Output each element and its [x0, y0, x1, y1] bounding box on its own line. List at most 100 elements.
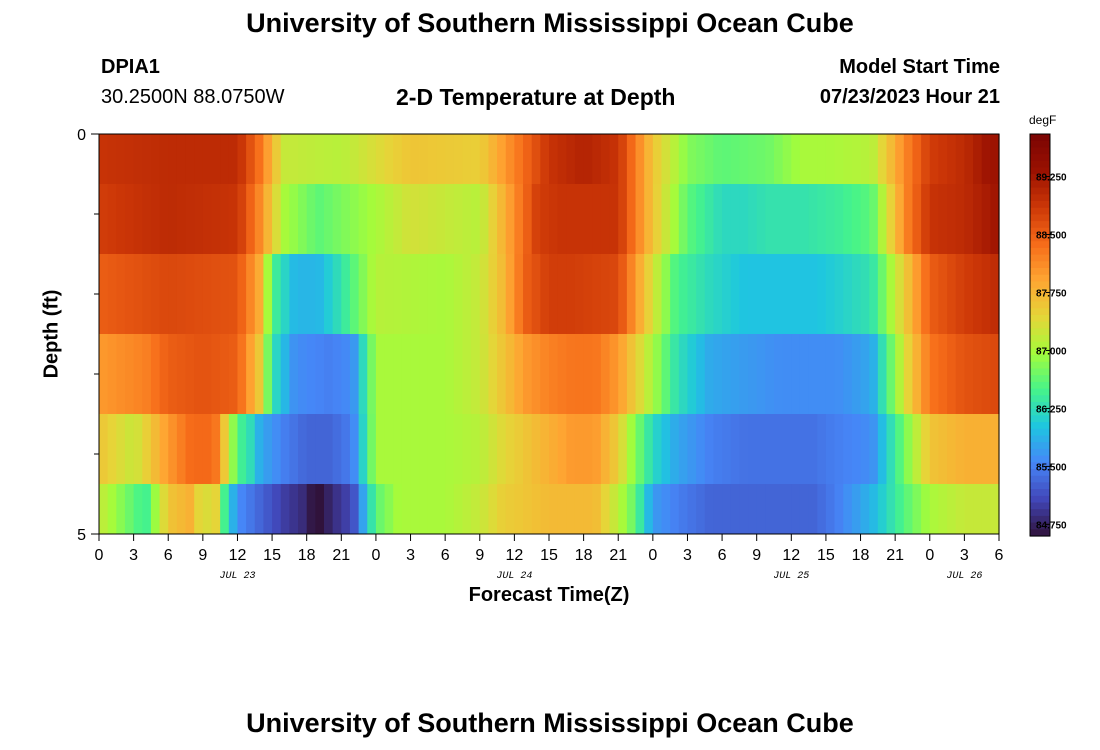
colorbar-segment — [1030, 160, 1050, 169]
heatmap-cell — [877, 484, 888, 534]
heatmap-cell — [834, 134, 844, 184]
heatmap-cell — [626, 254, 637, 334]
heatmap-cell — [419, 484, 429, 534]
heatmap-cell — [263, 134, 273, 184]
heatmap-cell — [462, 334, 472, 414]
heatmap-cell — [315, 334, 325, 414]
colorbar-segment — [1030, 314, 1050, 323]
heatmap-cell — [531, 484, 541, 534]
colorbar-segment — [1030, 134, 1050, 142]
heatmap-cell — [557, 134, 567, 184]
heatmap-cell — [349, 184, 360, 254]
colorbar-segment — [1030, 221, 1050, 229]
heatmap-cell — [410, 484, 420, 534]
colorbar-segment — [1030, 462, 1050, 470]
heatmap-cell — [176, 334, 187, 414]
heatmap-cell — [687, 484, 697, 534]
colorbar-segment — [1030, 341, 1050, 349]
colorbar-segment — [1030, 335, 1050, 343]
x-tick-label: 6 — [164, 547, 173, 564]
heatmap-cell — [150, 414, 161, 484]
colorbar-segment — [1030, 402, 1050, 410]
heatmap-cell — [540, 334, 550, 414]
heatmap-cell — [869, 254, 879, 334]
heatmap-cell — [774, 484, 784, 534]
heatmap-cell — [557, 334, 567, 414]
heatmap-cell — [696, 334, 706, 414]
heatmap-cell — [765, 134, 775, 184]
heatmap-cell — [921, 484, 931, 534]
heatmap-cell — [869, 484, 879, 534]
heatmap-cell — [497, 134, 507, 184]
heatmap-cell — [176, 134, 187, 184]
colorbar-segment — [1030, 154, 1050, 162]
heatmap-cell — [938, 484, 948, 534]
heatmap-cell — [237, 134, 247, 184]
heatmap-cell — [678, 254, 689, 334]
heatmap-cell — [367, 334, 377, 414]
heatmap-cell — [609, 334, 619, 414]
heatmap-cell — [471, 134, 481, 184]
heatmap-cell — [877, 184, 888, 254]
heatmap-cell — [410, 414, 420, 484]
heatmap-cell — [903, 254, 914, 334]
heatmap-cell — [981, 414, 991, 484]
heatmap-cell — [272, 484, 282, 534]
heatmap-cell — [782, 254, 792, 334]
heatmap-cell — [549, 134, 559, 184]
heatmap-cell — [246, 414, 256, 484]
heatmap-cell — [929, 414, 940, 484]
heatmap-cell — [211, 184, 221, 254]
heatmap-cell — [825, 414, 836, 484]
heatmap-cell — [592, 184, 602, 254]
heatmap-cell — [497, 484, 507, 534]
heatmap-cell — [194, 334, 204, 414]
heatmap-cell — [99, 134, 109, 184]
heatmap-cell — [574, 134, 585, 184]
heatmap-cell — [150, 184, 161, 254]
heatmap-cell — [471, 484, 481, 534]
heatmap-cell — [220, 184, 230, 254]
heatmap-cell — [696, 184, 706, 254]
heatmap-cell — [133, 414, 143, 484]
heatmap-cell — [488, 134, 498, 184]
heatmap-cell — [237, 484, 247, 534]
heatmap-cell — [860, 184, 870, 254]
heatmap-cell — [938, 134, 948, 184]
heatmap-cell — [540, 414, 550, 484]
heatmap-cell — [756, 334, 766, 414]
heatmap-cell — [332, 414, 342, 484]
page-title: University of Southern Mississippi Ocean… — [246, 8, 854, 38]
heatmap-cell — [592, 414, 602, 484]
heatmap-cell — [375, 414, 386, 484]
heatmap-cell — [877, 334, 888, 414]
heatmap-cell — [436, 334, 446, 414]
heatmap-cell — [618, 414, 628, 484]
heatmap-cell — [237, 254, 247, 334]
heatmap-cell — [99, 254, 109, 334]
heatmap-cell — [678, 334, 689, 414]
heatmap-cell — [168, 334, 178, 414]
heatmap-cell — [497, 184, 507, 254]
heatmap-cell — [886, 184, 896, 254]
heatmap-cell — [176, 414, 187, 484]
heatmap-cell — [574, 334, 585, 414]
heatmap-cell — [479, 254, 490, 334]
heatmap-cell — [661, 414, 671, 484]
colorbar-segment — [1030, 355, 1050, 363]
heatmap-cell — [332, 184, 342, 254]
heatmap-cell — [393, 414, 403, 484]
heatmap-cell — [375, 484, 386, 534]
heatmap-cell — [618, 334, 628, 414]
x-tick-label: 15 — [817, 547, 835, 564]
heatmap-cell — [367, 184, 377, 254]
heatmap-cell — [488, 334, 498, 414]
heatmap-cell — [912, 414, 922, 484]
heatmap-cell — [324, 184, 334, 254]
heatmap-cell — [843, 334, 853, 414]
x-tick-label: 18 — [298, 547, 316, 564]
heatmap-cell — [774, 254, 784, 334]
heatmap-cell — [358, 484, 368, 534]
heatmap-cell — [116, 484, 126, 534]
heatmap-cell — [696, 134, 706, 184]
